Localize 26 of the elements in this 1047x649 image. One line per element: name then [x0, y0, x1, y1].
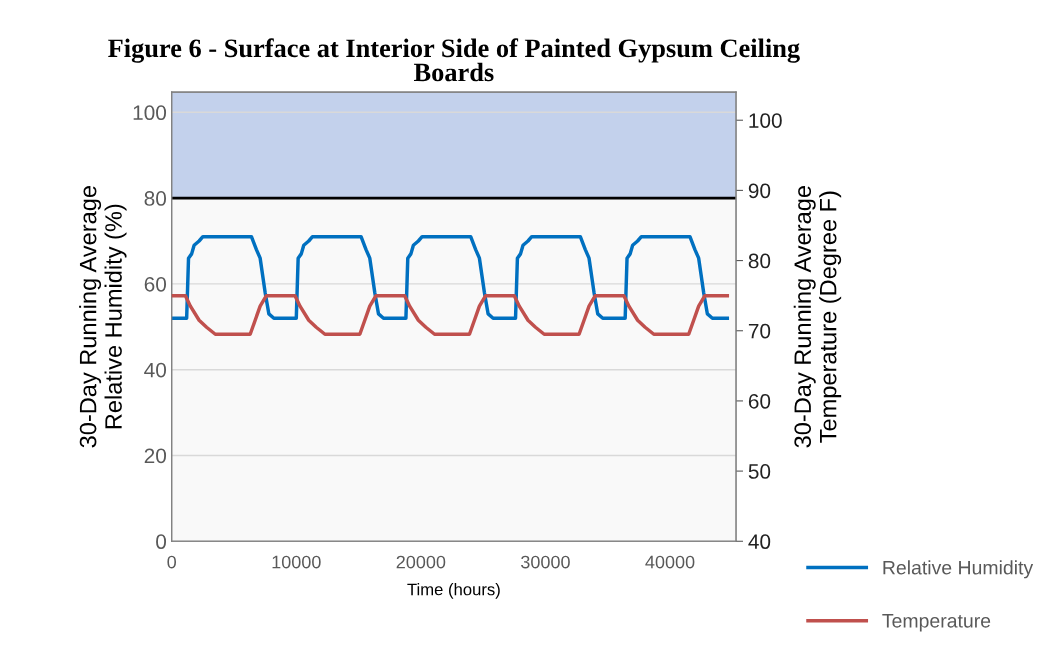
y2-tick-label: 90	[748, 183, 771, 199]
y-tick-label: 0	[156, 534, 167, 550]
x-tick-label: 0	[167, 555, 177, 569]
y-tick-label: 20	[144, 448, 167, 464]
y2-tick-label: 70	[748, 323, 771, 339]
y-tick-label: 100	[133, 105, 167, 121]
y2-tick-label: 100	[749, 113, 782, 128]
x-tick-label: 40000	[645, 555, 695, 569]
line-series	[171, 234, 730, 320]
y2-tick-label: 40	[748, 534, 771, 550]
x-tick-label: 20000	[396, 555, 446, 569]
x-tick-label: 10000	[272, 555, 321, 569]
x-tick-label: 30000	[521, 555, 570, 569]
y-tick-label: 40	[144, 362, 167, 378]
y2-axis-title: 30-Day Running Average Temperature (Degree F)	[793, 186, 842, 448]
y2-tick-label: 50	[748, 464, 771, 479]
y2-tick-label: 60	[748, 393, 771, 409]
line-series	[171, 293, 730, 336]
y-axis-title: 30-Day Running Average Relative Humidity (%)	[79, 186, 127, 448]
y2-tick-label: 80	[748, 253, 771, 269]
x-axis-title: Time (hours)	[407, 583, 500, 599]
legend-label: Relative Humidity	[883, 560, 1034, 579]
y-tick-label: 80	[144, 191, 167, 206]
chart-title: Figure 6 - Surface at Interior Side of Painted Gypsum Ceiling Boards	[108, 38, 800, 82]
y-tick-label: 60	[144, 276, 167, 292]
legend-label: Temperature	[882, 614, 991, 632]
